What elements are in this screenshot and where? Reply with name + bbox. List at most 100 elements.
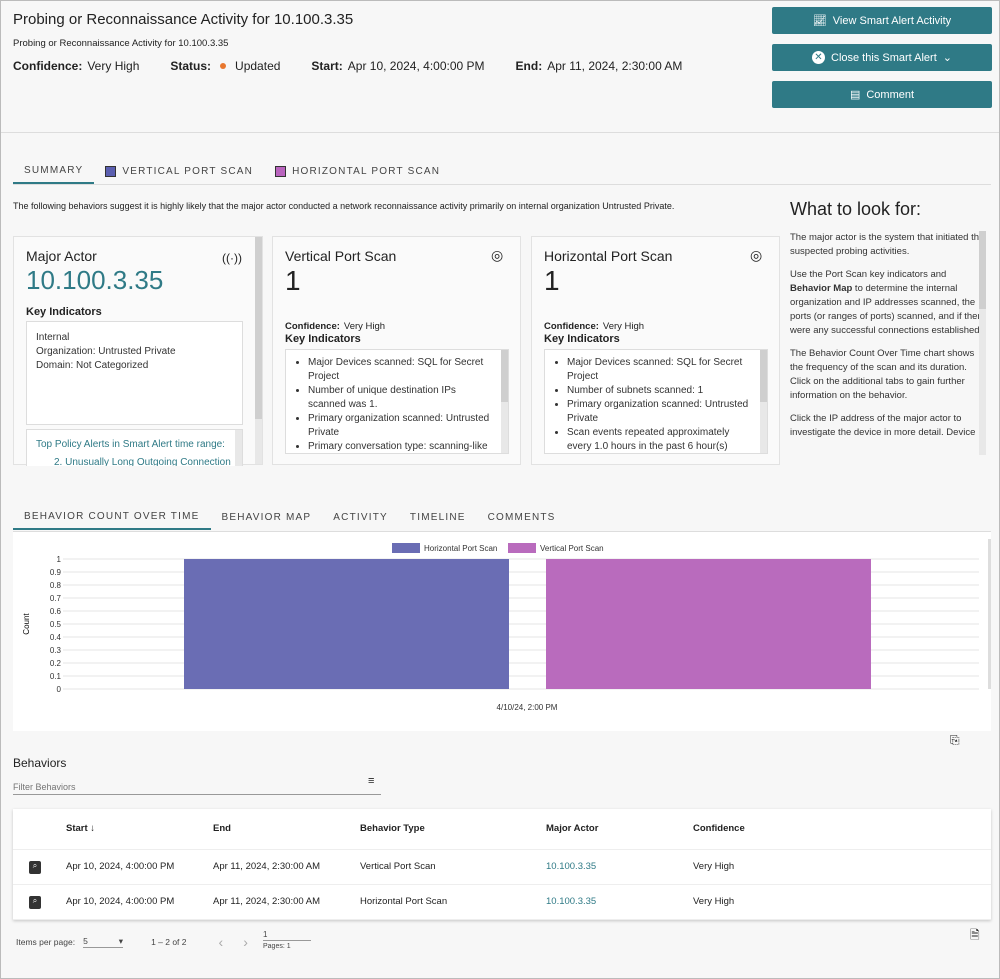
column-major-actor[interactable]: Major Actor [546, 809, 693, 850]
indicator-line: Organization: Untrusted Private [36, 346, 176, 357]
scrollbar[interactable] [760, 350, 767, 453]
investigate-icon[interactable]: ⌕ [29, 860, 41, 874]
header-divider [1, 132, 999, 133]
status-label: Status: [170, 59, 212, 73]
next-page-button[interactable]: › [243, 934, 248, 950]
summary-tabs: SUMMARY VERTICAL PORT SCAN HORIZONTAL PO… [13, 158, 991, 185]
behavior-count-chart: 0 0.1 0.2 0.3 0.4 0.5 0.6 0.7 0.8 0.9 1 Count Horizo… [22, 539, 991, 712]
chevron-down-icon: ⌄ [942, 52, 952, 64]
dropdown-arrow-icon: ▾ [118, 936, 124, 946]
close-label: Close this Smart Alert [831, 51, 937, 64]
x-tick-label: 4/10/24, 2:00 PM [497, 703, 558, 712]
table-cell: Apr 11, 2024, 2:30:00 AM [213, 884, 360, 920]
scan-count: 1 [285, 265, 301, 296]
y-tick-label: 0.5 [50, 620, 62, 629]
square-icon [105, 165, 117, 177]
indicator-line: Domain: Not Categorized [36, 360, 149, 371]
confidence: Confidence: Very High [285, 321, 386, 332]
indicator-item: Number of subnets scanned: 1 [567, 384, 753, 398]
table-cell: Very High [693, 884, 991, 920]
legend-label[interactable]: Vertical Port Scan [540, 544, 604, 553]
previous-page-button[interactable]: ‹ [218, 934, 224, 950]
tab-behavior-map[interactable]: BEHAVIOR MAP [221, 511, 312, 523]
table-cell: Apr 10, 2024, 4:00:00 PM [66, 849, 213, 885]
export-icon[interactable]: ⎘ [950, 733, 960, 747]
tab-activity[interactable]: ACTIVITY [333, 511, 388, 523]
card-title: Major Actor [26, 248, 97, 264]
column-start[interactable]: Start ↓ [66, 809, 213, 850]
comment-button[interactable]: ▤ Comment [772, 81, 992, 108]
y-tick-label: 0.2 [50, 659, 62, 668]
scrollbar[interactable] [501, 350, 508, 453]
table-cell: Vertical Port Scan [360, 849, 546, 885]
column-behavior-type[interactable]: Behavior Type [360, 809, 546, 850]
tab-vertical-port-scan[interactable]: VERTICAL PORT SCAN [94, 158, 264, 184]
legend-label[interactable]: Horizontal Port Scan [424, 544, 497, 553]
indicator-item: Major Devices scanned: SQL for Secret Pr… [308, 356, 494, 384]
indicator-item: Primary organization scanned: Untrusted … [567, 398, 753, 426]
table-cell[interactable]: 10.100.3.35 [546, 849, 693, 885]
chart-scrollbar[interactable] [988, 539, 991, 689]
investigate-icon[interactable]: ⌕ [29, 895, 41, 909]
tab-label: SUMMARY [24, 164, 84, 176]
range-label: 1 – 2 of 2 [151, 937, 187, 947]
tab-behavior-count[interactable]: BEHAVIOR COUNT OVER TIME [13, 504, 211, 530]
tab-horizontal-port-scan[interactable]: HORIZONTAL PORT SCAN [264, 158, 451, 184]
close-smart-alert-button[interactable]: ✕ Close this Smart Alert ⌄ [772, 44, 992, 71]
y-tick-label: 0.6 [50, 607, 62, 616]
policy-alerts-title: Top Policy Alerts in Smart Alert time ra… [36, 439, 225, 450]
pages-label: Pages: 1 [263, 943, 291, 950]
paginator: Items per page: 5 ▾ 1 – 2 of 2 ‹ › [16, 934, 248, 950]
card-scrollbar[interactable] [255, 237, 262, 464]
card-title: Horizontal Port Scan [544, 248, 673, 264]
page-input[interactable]: 1 Pages: 1 [263, 930, 311, 950]
column-confidence[interactable]: Confidence [693, 809, 991, 850]
confidence-label: Confidence: [13, 59, 83, 73]
table-cell: Apr 11, 2024, 2:30:00 AM [213, 849, 360, 885]
download-icon[interactable]: 🗎︎ [970, 928, 980, 942]
network-device-icon: ((·)) [222, 251, 242, 265]
column-end[interactable]: End [213, 809, 360, 850]
y-tick-label: 0.3 [50, 646, 62, 655]
table-cell: Very High [693, 849, 991, 885]
indicator-item: Primary organization scanned: Untrusted … [308, 412, 494, 440]
radar-icon: ◎ [491, 247, 504, 263]
legend-swatch [508, 543, 536, 553]
tab-summary[interactable]: SUMMARY [13, 158, 95, 184]
indicator-item: Major Devices scanned: SQL for Secret Pr… [567, 356, 753, 384]
key-indicators-list: Major Devices scanned: SQL for Secret Pr… [285, 349, 509, 454]
y-tick-label: 0 [57, 685, 62, 694]
view-smart-alert-activity-button[interactable]: 📈︎ View Smart Alert Activity [772, 7, 992, 34]
scrollbar[interactable] [979, 231, 986, 455]
end-label: End: [515, 59, 543, 73]
table-row[interactable]: ⌕ Apr 10, 2024, 4:00:00 PM Apr 11, 2024, 2… [13, 884, 991, 920]
horizontal-port-scan-card: Horizontal Port Scan ◎ 1 Confidence: Very… [531, 236, 780, 465]
y-tick-label: 1 [57, 555, 62, 564]
confidence-value: Very High [87, 59, 140, 73]
status-dot-icon [220, 63, 227, 69]
indicator-item: Primary conversation type: scanning-like… [308, 440, 494, 453]
items-per-page-select[interactable]: 5 ▾ [83, 936, 124, 948]
behaviors-title: Behaviors [13, 756, 67, 770]
filter-behaviors-input[interactable] [13, 779, 381, 795]
filter-icon[interactable]: ≡ [368, 775, 375, 787]
major-actor-ip[interactable]: 10.100.3.35 [26, 265, 164, 295]
tab-timeline[interactable]: TIMELINE [409, 511, 466, 523]
scan-count: 1 [544, 265, 560, 296]
table-cell[interactable]: 10.100.3.35 [546, 884, 693, 920]
view-label: View Smart Alert Activity [832, 14, 952, 27]
tab-comments[interactable]: COMMENTS [487, 511, 556, 523]
alert-meta: Confidence: Very High Status: Updated Star… [13, 59, 682, 73]
policy-alert-link[interactable]: 2. Unusually Long Outgoing Connection [54, 457, 231, 466]
table-row[interactable]: ⌕ Apr 10, 2024, 4:00:00 PM Apr 11, 2024, 2… [13, 849, 991, 885]
what-to-look-for-title: What to look for: [790, 199, 922, 219]
comment-label: Comment [866, 88, 915, 101]
end-value: Apr 11, 2024, 2:30:00 AM [547, 59, 683, 73]
bar-horizontal-port-scan[interactable] [184, 559, 509, 689]
indicator-line: Internal [36, 332, 70, 343]
bar-vertical-port-scan[interactable] [546, 559, 871, 689]
close-circle-icon: ✕ [812, 51, 825, 64]
page-subtitle: Probing or Reconnaissance Activity for 1… [13, 38, 229, 49]
scrollbar[interactable] [235, 430, 242, 466]
policy-alerts-box: Top Policy Alerts in Smart Alert time ra… [26, 429, 243, 466]
